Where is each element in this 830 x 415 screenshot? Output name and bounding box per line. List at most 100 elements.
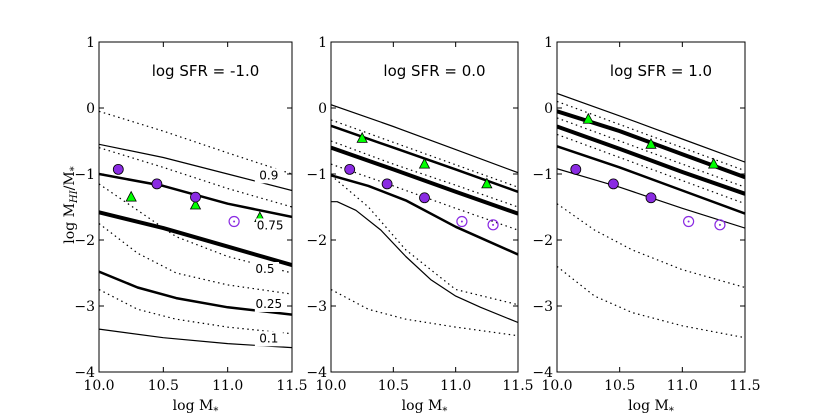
open-circle-point bbox=[714, 219, 726, 231]
y-tick-label: −3 bbox=[306, 299, 327, 315]
series-line-0.25 bbox=[557, 145, 745, 215]
curve-label: 0.75 bbox=[257, 218, 284, 232]
series-line-dotted-5 bbox=[557, 265, 745, 339]
y-tick-label: −3 bbox=[532, 299, 553, 315]
open-circle-center bbox=[687, 220, 690, 223]
green-triangle-point bbox=[481, 177, 493, 189]
open-circle-center bbox=[492, 223, 495, 226]
panel-3: 1 0 −1 −2 −3 −410.0 10.5 11.0 11.5 log SFR = 1.0 l… bbox=[532, 35, 760, 415]
y-tick-label: 0 bbox=[318, 101, 327, 117]
y-tick-label: −3 bbox=[74, 299, 95, 315]
y-tick-label: 0 bbox=[86, 101, 95, 117]
series-line-dotted-3 bbox=[99, 183, 292, 274]
series-line-0.5 bbox=[99, 210, 292, 268]
x-tick-label: 10.0 bbox=[83, 378, 114, 394]
series-line-dotted-3 bbox=[331, 163, 518, 231]
series-line-dotted-4 bbox=[557, 203, 745, 289]
axes-frame bbox=[98, 41, 293, 373]
y-tick-label: −4 bbox=[532, 365, 553, 381]
purple-filled-point bbox=[608, 178, 619, 190]
curve-label: 0.1 bbox=[259, 331, 278, 345]
curve-label-bg bbox=[256, 218, 285, 234]
x-tick-label: 10.0 bbox=[315, 378, 346, 394]
series-line-0.9 bbox=[331, 104, 518, 174]
purple-filled-point bbox=[151, 178, 163, 190]
curve-label-bg bbox=[254, 331, 283, 347]
x-tick-label: 11.5 bbox=[502, 378, 533, 394]
x-tick-label: 10.5 bbox=[378, 378, 409, 394]
x-tick-label: 10.0 bbox=[541, 378, 572, 394]
x-tick-label: 11.0 bbox=[212, 378, 243, 394]
curve-label: 0.9 bbox=[259, 168, 278, 182]
purple-filled-point bbox=[419, 192, 430, 204]
x-tick-label: 11.0 bbox=[440, 378, 471, 394]
series-line-dotted-4 bbox=[331, 174, 518, 306]
x-tick-label: 10.5 bbox=[604, 378, 635, 394]
panel-title: log SFR = -1.0 bbox=[152, 62, 260, 80]
y-tick-label: −1 bbox=[74, 167, 95, 183]
curve-label-bg bbox=[254, 168, 283, 184]
purple-filled-point bbox=[645, 192, 657, 204]
plot-area bbox=[331, 104, 518, 337]
y-tick-label: 1 bbox=[318, 35, 327, 51]
y-tick-label: −1 bbox=[306, 167, 327, 183]
curve-label: 0.25 bbox=[255, 297, 282, 311]
series-line-dotted-2 bbox=[331, 140, 518, 208]
green-triangle-point bbox=[125, 190, 137, 202]
panel-1: 1 0 −1 −2 −3 −410.0 10.5 11.0 11.5 log SFR = -1.0… bbox=[74, 35, 307, 415]
y-axis-label: log MHI/M* bbox=[62, 166, 80, 243]
open-circle-point bbox=[228, 215, 240, 228]
axes-frame bbox=[556, 41, 746, 373]
y-tick-label: −4 bbox=[74, 365, 95, 381]
plot-area bbox=[99, 110, 292, 349]
curve-label-bg bbox=[250, 262, 279, 277]
panel-title: log SFR = 0.0 bbox=[383, 62, 485, 80]
green-triangle-point bbox=[582, 112, 594, 124]
purple-filled-point bbox=[381, 178, 393, 190]
x-axis-label: log M* bbox=[402, 398, 448, 415]
curve-label: 0.5 bbox=[255, 262, 274, 276]
y-tick-label: −2 bbox=[532, 233, 553, 249]
x-tick-label: 11.5 bbox=[276, 378, 307, 394]
x-tick-label: 10.5 bbox=[148, 378, 179, 394]
open-circle-center bbox=[460, 220, 463, 223]
series-line-0.1 bbox=[331, 201, 518, 324]
series-line-0.25 bbox=[331, 174, 518, 256]
series-line-dotted-1 bbox=[557, 100, 745, 172]
green-triangle-point bbox=[418, 157, 431, 169]
x-axis-label: log M* bbox=[173, 398, 219, 415]
open-circle-point bbox=[487, 219, 499, 231]
series-line-dotted-1 bbox=[99, 110, 292, 175]
green-triangle-point bbox=[645, 137, 657, 149]
series-line-dotted-5 bbox=[331, 288, 518, 337]
green-triangle-point bbox=[189, 198, 202, 210]
series-line-dotted-3 bbox=[557, 133, 745, 205]
panel-title: log SFR = 1.0 bbox=[610, 62, 712, 80]
green-triangle-point bbox=[708, 157, 720, 169]
series-line-dotted-1 bbox=[331, 119, 518, 188]
axes-frame bbox=[330, 41, 519, 373]
series-line-dotted-2 bbox=[557, 117, 745, 188]
y-tick-label: −4 bbox=[306, 365, 327, 381]
purple-filled-point bbox=[112, 163, 124, 175]
plot-area bbox=[557, 92, 745, 339]
series-line-0.5 bbox=[331, 145, 518, 216]
open-circle-center bbox=[718, 223, 721, 226]
purple-filled-point bbox=[190, 191, 201, 203]
y-tick-label: −2 bbox=[74, 233, 95, 249]
curve-label-bg bbox=[254, 296, 283, 312]
series-line-0.5 bbox=[557, 124, 745, 196]
y-tick-label: 1 bbox=[544, 35, 553, 51]
y-tick-label: 0 bbox=[544, 101, 553, 117]
x-tick-label: 11.5 bbox=[729, 378, 760, 394]
y-tick-label: −1 bbox=[532, 167, 553, 183]
series-line-0.9 bbox=[557, 92, 745, 163]
purple-filled-point bbox=[344, 163, 356, 175]
y-tick-label: 1 bbox=[86, 35, 95, 51]
panel-2: 1 0 −1 −2 −3 −410.0 10.5 11.0 11.5 log SFR = 0.0 l… bbox=[306, 35, 533, 415]
x-tick-label: 11.0 bbox=[667, 378, 698, 394]
open-circle-point bbox=[682, 215, 695, 228]
series-line-dotted-2 bbox=[99, 147, 292, 208]
open-circle-point bbox=[456, 215, 468, 228]
